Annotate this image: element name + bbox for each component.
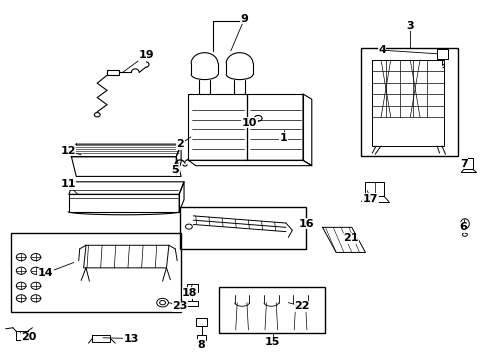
Text: 19: 19 [138, 50, 154, 60]
Bar [195, 318, 207, 326]
Bar [365, 182, 383, 196]
Text: 1: 1 [279, 133, 287, 143]
Text: 3: 3 [406, 21, 413, 31]
Text: 7: 7 [459, 159, 467, 169]
Bar [196, 334, 206, 339]
Text: 20: 20 [21, 332, 37, 342]
Bar [107, 69, 119, 75]
Text: 21: 21 [343, 233, 358, 243]
Text: 18: 18 [182, 288, 197, 298]
Text: 22: 22 [294, 301, 309, 311]
Text: 9: 9 [240, 14, 248, 24]
Text: 11: 11 [60, 179, 76, 189]
Text: 17: 17 [362, 194, 377, 204]
Bar [11, 233, 181, 312]
Text: 6: 6 [458, 222, 466, 232]
Text: 12: 12 [60, 145, 76, 156]
Text: 4: 4 [377, 45, 385, 55]
Bar [186, 284, 197, 292]
Text: 10: 10 [241, 118, 257, 128]
Bar [436, 49, 447, 59]
Bar [463, 158, 472, 169]
Text: 14: 14 [38, 268, 53, 278]
Text: 16: 16 [299, 219, 314, 229]
Bar [186, 301, 197, 306]
Bar [219, 287, 325, 333]
Text: 2: 2 [176, 139, 183, 149]
Text: 15: 15 [264, 337, 280, 347]
Text: 8: 8 [197, 340, 205, 350]
Bar [360, 48, 457, 156]
Text: 23: 23 [172, 301, 187, 311]
Bar [180, 207, 305, 249]
Text: 13: 13 [123, 333, 139, 343]
Text: 5: 5 [171, 165, 179, 175]
Bar [371, 60, 444, 146]
